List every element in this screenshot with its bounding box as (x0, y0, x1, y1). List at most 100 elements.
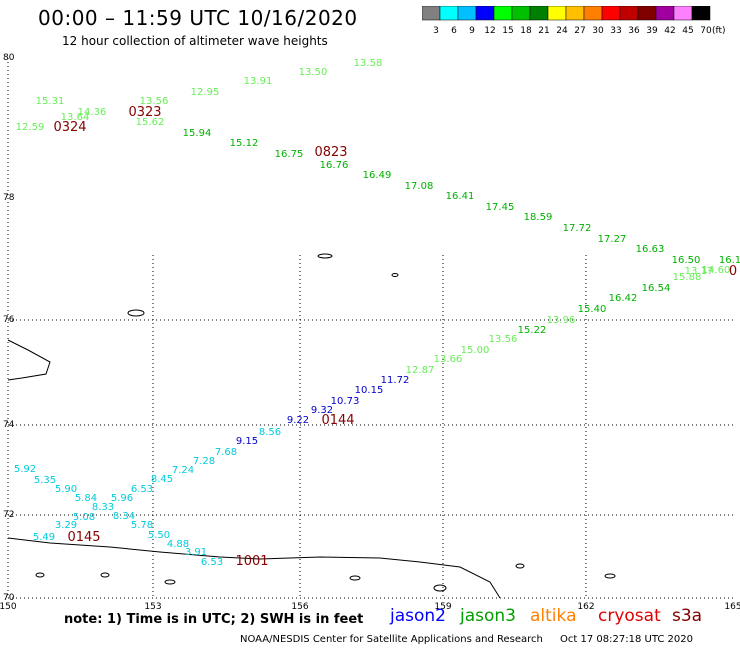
island (127, 309, 145, 317)
wave-height-label: 12.95 (191, 87, 220, 98)
island (515, 563, 525, 569)
wave-height-label: 5.96 (111, 493, 133, 504)
pass-time-label: 0323 (128, 105, 161, 120)
wave-height-label: 7.28 (193, 456, 215, 467)
color-scale-legend: 3 6 9 12 15 18 21 24 27 30 33 36 39 42 45 70 (ft) (422, 6, 726, 36)
pass-time-label: 0145 (67, 530, 100, 545)
wave-height-label: 3.29 (55, 520, 77, 531)
map-subtitle: 12 hour collection of altimeter wave hei… (62, 34, 328, 48)
wave-height-label: 15.94 (183, 128, 212, 139)
legend-tick-label: 45 (682, 26, 693, 36)
legend-jason3: jason3 (460, 606, 516, 626)
lon-label: 150 (0, 602, 17, 612)
credit-timestamp: Oct 17 08:27:18 UTC 2020 (560, 634, 693, 645)
wave-height-label: 3.91 (185, 547, 207, 558)
wave-height-label: 16.50 (672, 255, 701, 266)
credit-text: NOAA/NESDIS Center for Satellite Applica… (240, 634, 543, 645)
lat-label: 70 (3, 593, 15, 603)
legend-tick-label: 27 (574, 26, 585, 36)
wave-height-label: 15.22 (518, 325, 547, 336)
wave-height-label: 16.49 (363, 170, 392, 181)
island (164, 579, 176, 585)
wave-height-label: 5.35 (34, 475, 56, 486)
legend-tick-label: 42 (664, 26, 675, 36)
wave-height-label: 9.32 (311, 405, 333, 416)
legend-tick-label: 3 (433, 26, 439, 36)
wave-height-label: 5.92 (14, 464, 36, 475)
wave-height-label: 13.50 (299, 67, 328, 78)
legend-s3a: s3a (672, 606, 703, 626)
island (35, 572, 45, 578)
legend-tick-label: 15 (502, 26, 513, 36)
wave-height-label: 7.24 (172, 465, 194, 476)
lon-label: 162 (577, 602, 594, 612)
wave-height-label: 5.08 (73, 512, 95, 523)
wave-height-label: 10.73 (331, 396, 360, 407)
legend-altika: altika (530, 606, 577, 626)
wave-height-label: 13.64 (61, 112, 90, 123)
legend-cryosat: cryosat (598, 606, 661, 626)
pass-time-label: 0823 (314, 145, 347, 160)
legend-tick-label: 36 (628, 26, 640, 36)
coastline-south (7, 537, 501, 599)
lat-label: 78 (3, 193, 15, 203)
wave-height-label: 13.58 (354, 58, 383, 69)
wave-height-label: 13.56 (489, 334, 518, 345)
wave-height-label: 4.88 (167, 539, 189, 550)
wave-height-label: 15.88 (673, 272, 702, 283)
lon-label: 153 (144, 602, 161, 612)
legend-tick-label: 30 (592, 26, 604, 36)
lat-label: 72 (3, 510, 14, 520)
pass-time-label: 0 (729, 264, 737, 279)
wave-height-label: 8.34 (113, 511, 135, 522)
wave-height-label: 11.72 (381, 375, 410, 386)
lon-label: 165 (724, 602, 740, 612)
wave-height-label: 15.62 (136, 117, 165, 128)
wave-height-label: 5.78 (131, 520, 153, 531)
lat-label: 74 (3, 420, 15, 430)
legend-unit: (ft) (712, 26, 726, 36)
wave-height-label: 16.76 (320, 160, 349, 171)
legend-tick-label: 6 (451, 26, 457, 36)
wave-height-label: 7.68 (215, 447, 237, 458)
wave-height-label: 14.36 (78, 107, 107, 118)
wave-height-label: 5.84 (75, 493, 97, 504)
pass-time-label: 0324 (53, 120, 86, 135)
wave-height-label: 13.91 (244, 76, 273, 87)
lat-label: 76 (3, 315, 15, 325)
wave-height-label: 12.59 (16, 122, 45, 133)
wave-height-label: 5.49 (33, 532, 55, 543)
lat-label: 80 (3, 53, 15, 63)
wave-height-label: 17.08 (405, 181, 434, 192)
wave-height-label: 15.00 (461, 345, 490, 356)
wave-height-label: 8.33 (92, 502, 114, 513)
wave-height-label: 5.90 (55, 484, 77, 495)
legend-tick-label: 33 (610, 26, 621, 36)
legend-jason2: jason2 (390, 606, 446, 626)
wave-height-label: 13.17 (685, 266, 714, 277)
legend-tick-label: 12 (484, 26, 495, 36)
units-note: note: 1) Time is in UTC; 2) SWH is in fe… (64, 612, 364, 627)
wave-height-label: 6.53 (201, 557, 223, 568)
island (100, 572, 110, 578)
legend-tick-label: 24 (556, 26, 568, 36)
wave-height-label: 8.56 (259, 427, 281, 438)
wave-height-label: 16.75 (275, 149, 304, 160)
wave-height-label: 17.45 (486, 202, 515, 213)
wave-height-label: 6.53 (131, 484, 153, 495)
wave-height-label: 17.27 (598, 234, 627, 245)
wave-height-label: 13.96 (547, 315, 576, 326)
wave-height-label: 15.31 (36, 96, 65, 107)
island (349, 575, 361, 581)
wave-height-label: 15.12 (230, 138, 259, 149)
wave-height-label: 18.59 (524, 212, 553, 223)
wave-height-label: 5.50 (148, 530, 170, 541)
wave-height-label: 16.54 (642, 283, 671, 294)
wave-height-label: 9.15 (236, 436, 258, 447)
legend-tick-label: 21 (538, 26, 549, 36)
coastline-west (7, 339, 51, 381)
wave-height-label: 10.15 (355, 385, 384, 396)
legend-tick-label: 18 (520, 26, 532, 36)
map-title: 00:00 – 11:59 UTC 10/16/2020 (38, 6, 358, 30)
